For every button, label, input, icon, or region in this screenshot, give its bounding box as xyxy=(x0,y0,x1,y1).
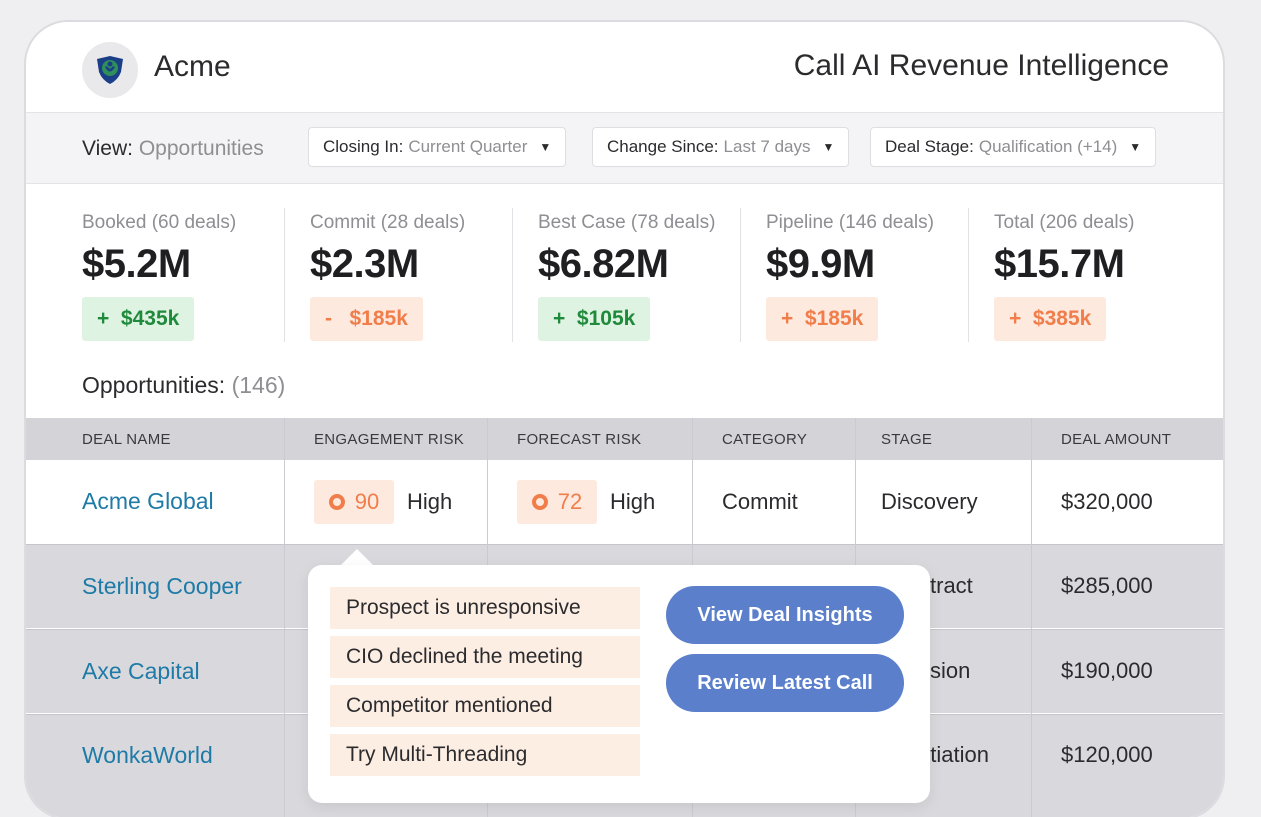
column-header-deal-amount[interactable]: DEAL AMOUNT xyxy=(1061,431,1172,448)
stat-booked: Booked (60 deals) $5.2M + $435k xyxy=(82,212,310,341)
stat-delta-badge: + $385k xyxy=(994,297,1107,341)
stat-total: Total (206 deals) $15.7M + $385k xyxy=(994,212,1222,341)
column-divider xyxy=(284,418,285,817)
filter-bar: View: Opportunities Closing In: Current … xyxy=(26,112,1223,184)
stat-label: Best Case (78 deals) xyxy=(538,212,716,233)
stat-value: $9.9M xyxy=(766,242,875,286)
stat-value: $15.7M xyxy=(994,242,1125,286)
deal-name-link[interactable]: Sterling Cooper xyxy=(82,573,242,599)
divider xyxy=(740,208,741,342)
deal-name-link[interactable]: Axe Capital xyxy=(82,658,200,684)
engagement-risk-level: High xyxy=(407,489,453,514)
forecast-risk-level: High xyxy=(610,489,656,514)
stat-delta-badge: - $185k xyxy=(310,297,423,341)
column-header-stage[interactable]: STAGE xyxy=(881,431,933,448)
forecast-risk-score: 72 xyxy=(557,489,583,514)
stat-value: $2.3M xyxy=(310,242,419,286)
engagement-risk-badge[interactable]: 90 xyxy=(314,480,394,524)
shield-logo-icon xyxy=(82,42,138,98)
engagement-risk-popover: Prospect is unresponsive CIO declined th… xyxy=(308,565,930,803)
stage-cell: sion xyxy=(930,658,971,683)
dropdown-value: Current Quarter xyxy=(408,137,528,156)
dropdown-value: Qualification (+14) xyxy=(978,137,1118,156)
view-deal-insights-button[interactable]: View Deal Insights xyxy=(666,586,904,644)
stat-delta-badge: + $185k xyxy=(766,297,879,341)
divider xyxy=(512,208,513,342)
category-cell: Commit xyxy=(722,489,798,514)
stat-delta-badge: + $105k xyxy=(538,297,651,341)
amount-cell: $285,000 xyxy=(1061,573,1153,598)
divider xyxy=(284,208,285,342)
opportunities-heading: Opportunities: (146) xyxy=(82,372,285,399)
insight-item: Try Multi-Threading xyxy=(330,734,640,776)
review-latest-call-button[interactable]: Review Latest Call xyxy=(666,654,904,712)
insight-item: Competitor mentioned xyxy=(330,685,640,727)
app-frame: Acme Call AI Revenue Intelligence View: … xyxy=(24,20,1225,817)
column-header-deal-name[interactable]: DEAL NAME xyxy=(82,431,171,448)
deal-stage-dropdown[interactable]: Deal Stage: Qualification (+14) ▼ xyxy=(870,127,1157,167)
opportunities-title: Opportunities: xyxy=(82,372,226,398)
engagement-risk-score: 90 xyxy=(354,489,380,514)
dropdown-label: Change Since: xyxy=(607,137,719,156)
forecast-risk-badge[interactable]: 72 xyxy=(517,480,597,524)
dropdown-label: Deal Stage: xyxy=(885,137,974,156)
insight-item: CIO declined the meeting xyxy=(330,636,640,678)
risk-indicator-icon xyxy=(531,494,548,510)
stage-cell: tract xyxy=(930,573,973,598)
table-row[interactable]: Acme Global 90 High 72 High Commit Disco… xyxy=(26,460,1223,544)
change-since-dropdown[interactable]: Change Since: Last 7 days ▼ xyxy=(592,127,850,167)
caret-down-icon: ▼ xyxy=(1129,140,1142,154)
view-value: Opportunities xyxy=(138,137,264,160)
stat-value: $5.2M xyxy=(82,242,191,286)
insight-item: Prospect is unresponsive xyxy=(330,587,640,629)
caret-down-icon: ▼ xyxy=(539,140,552,154)
stat-label: Pipeline (146 deals) xyxy=(766,212,934,233)
risk-indicator-icon xyxy=(328,494,345,510)
view-label: View: xyxy=(82,137,133,160)
stat-commit: Commit (28 deals) $2.3M - $185k xyxy=(310,212,538,341)
amount-cell: $190,000 xyxy=(1061,658,1153,683)
stat-label: Commit (28 deals) xyxy=(310,212,466,233)
stat-pipeline: Pipeline (146 deals) $9.9M + $185k xyxy=(766,212,994,341)
opportunities-count: (146) xyxy=(231,372,286,398)
app-header: Acme Call AI Revenue Intelligence xyxy=(26,22,1223,112)
deal-name-link[interactable]: Acme Global xyxy=(82,488,214,514)
row-divider xyxy=(26,544,1223,545)
popover-arrow xyxy=(340,549,374,566)
stage-cell: Discovery xyxy=(881,489,978,514)
column-divider xyxy=(1031,418,1032,817)
stat-value: $6.82M xyxy=(538,242,669,286)
dropdown-label: Closing In: xyxy=(323,137,404,156)
dropdown-value: Last 7 days xyxy=(723,137,811,156)
view-selector[interactable]: View: Opportunities xyxy=(82,137,264,161)
caret-down-icon: ▼ xyxy=(822,140,835,154)
divider xyxy=(968,208,969,342)
deal-name-link[interactable]: WonkaWorld xyxy=(82,742,213,768)
stat-delta-badge: + $435k xyxy=(82,297,195,341)
table-header: DEAL NAME ENGAGEMENT RISK FORECAST RISK … xyxy=(26,418,1223,460)
column-header-forecast-risk[interactable]: FORECAST RISK xyxy=(517,431,642,448)
stat-label: Booked (60 deals) xyxy=(82,212,237,233)
brand-name: Acme xyxy=(154,50,231,83)
stat-label: Total (206 deals) xyxy=(994,212,1135,233)
stat-best-case: Best Case (78 deals) $6.82M + $105k xyxy=(538,212,766,341)
amount-cell: $320,000 xyxy=(1061,489,1153,514)
column-header-engagement-risk[interactable]: ENGAGEMENT RISK xyxy=(314,431,465,448)
app-title: Call AI Revenue Intelligence xyxy=(793,49,1169,82)
amount-cell: $120,000 xyxy=(1061,742,1153,767)
closing-in-dropdown[interactable]: Closing In: Current Quarter ▼ xyxy=(308,127,567,167)
column-header-category[interactable]: CATEGORY xyxy=(722,431,808,448)
